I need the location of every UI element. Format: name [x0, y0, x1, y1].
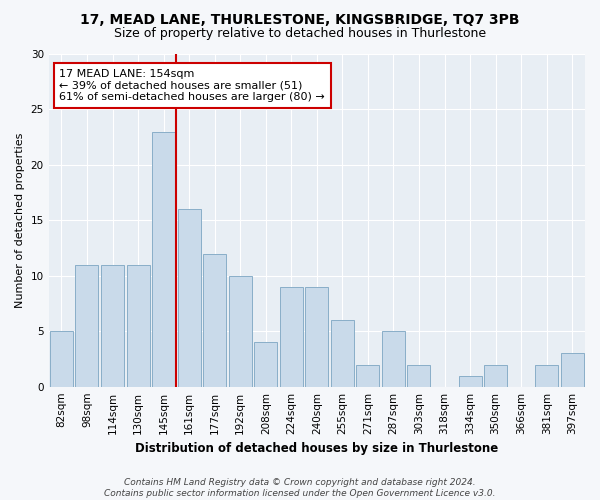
Bar: [407, 364, 430, 386]
Bar: [203, 254, 226, 386]
Bar: [535, 364, 558, 386]
Bar: [178, 210, 200, 386]
Bar: [152, 132, 175, 386]
X-axis label: Distribution of detached houses by size in Thurlestone: Distribution of detached houses by size …: [135, 442, 499, 455]
Text: 17 MEAD LANE: 154sqm
← 39% of detached houses are smaller (51)
61% of semi-detac: 17 MEAD LANE: 154sqm ← 39% of detached h…: [59, 69, 325, 102]
Bar: [254, 342, 277, 386]
Bar: [76, 264, 98, 386]
Bar: [229, 276, 252, 386]
Bar: [458, 376, 482, 386]
Bar: [101, 264, 124, 386]
Bar: [331, 320, 354, 386]
Text: 17, MEAD LANE, THURLESTONE, KINGSBRIDGE, TQ7 3PB: 17, MEAD LANE, THURLESTONE, KINGSBRIDGE,…: [80, 12, 520, 26]
Text: Size of property relative to detached houses in Thurlestone: Size of property relative to detached ho…: [114, 28, 486, 40]
Bar: [280, 287, 303, 386]
Bar: [382, 331, 405, 386]
Bar: [50, 331, 73, 386]
Bar: [561, 354, 584, 386]
Bar: [127, 264, 149, 386]
Bar: [484, 364, 507, 386]
Text: Contains HM Land Registry data © Crown copyright and database right 2024.
Contai: Contains HM Land Registry data © Crown c…: [104, 478, 496, 498]
Y-axis label: Number of detached properties: Number of detached properties: [15, 132, 25, 308]
Bar: [305, 287, 328, 386]
Bar: [356, 364, 379, 386]
